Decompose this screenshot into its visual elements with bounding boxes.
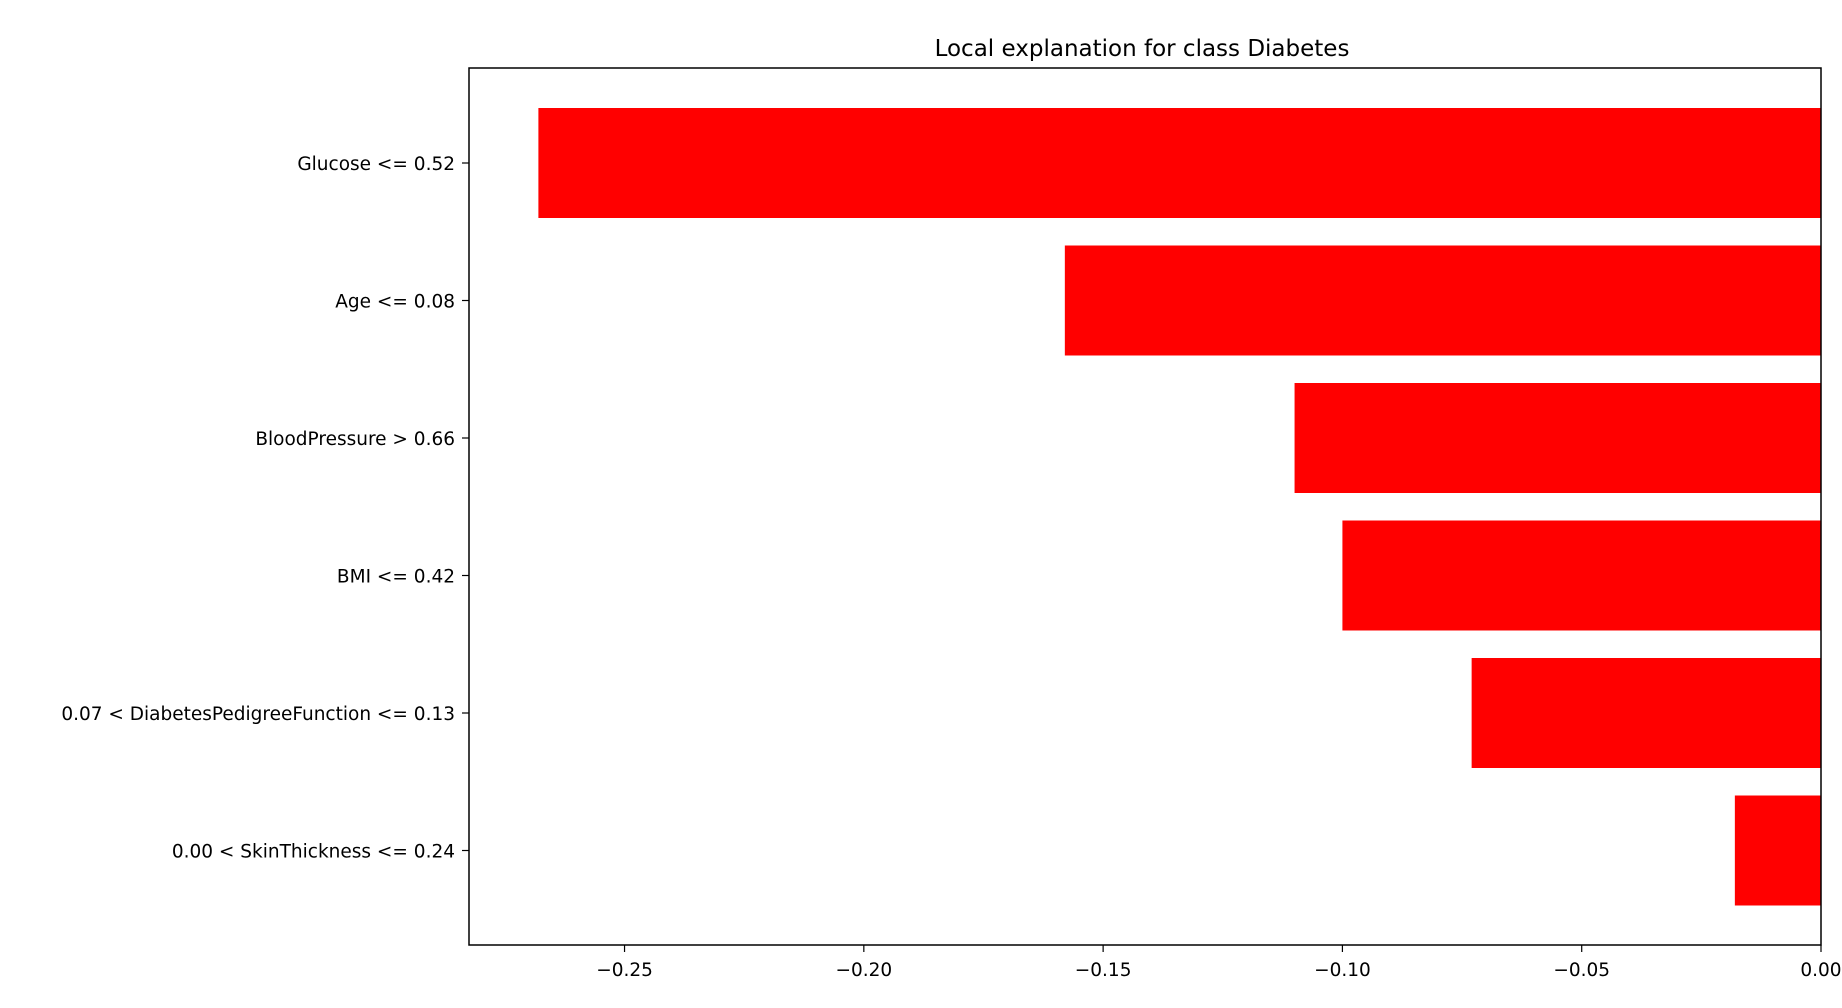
y-tick-label: BMI <= 0.42 <box>337 567 455 588</box>
bar <box>1294 383 1821 493</box>
bar <box>1734 795 1821 906</box>
x-tick-label: −0.25 <box>596 960 653 981</box>
x-tick-label: −0.05 <box>1553 960 1610 981</box>
x-axis-ticks: −0.25 −0.20 −0.15 −0.10 −0.05 0.00 <box>596 945 1842 981</box>
y-tick-label: BloodPressure > 0.66 <box>255 429 455 450</box>
plot-frame <box>468 67 1822 946</box>
bar <box>1064 245 1821 356</box>
x-tick-label: 0.00 <box>1800 960 1841 981</box>
x-tick-label: −0.20 <box>835 960 892 981</box>
bar <box>1342 520 1821 631</box>
y-tick-label: Age <= 0.08 <box>335 292 455 313</box>
y-tick-label: Glucose <= 0.52 <box>297 154 455 175</box>
y-tick-label: 0.07 < DiabetesPedigreeFunction <= 0.13 <box>61 704 455 725</box>
bar <box>1471 658 1821 768</box>
bars-group <box>538 108 1821 906</box>
y-tick-label: 0.00 < SkinThickness <= 0.24 <box>172 842 455 863</box>
chart-title: Local explanation for class Diabetes <box>935 36 1350 62</box>
bar <box>538 108 1821 218</box>
y-axis-ticks: Glucose <= 0.52 Age <= 0.08 BloodPressure … <box>61 154 469 863</box>
x-tick-label: −0.10 <box>1314 960 1371 981</box>
x-tick-label: −0.15 <box>1075 960 1132 981</box>
